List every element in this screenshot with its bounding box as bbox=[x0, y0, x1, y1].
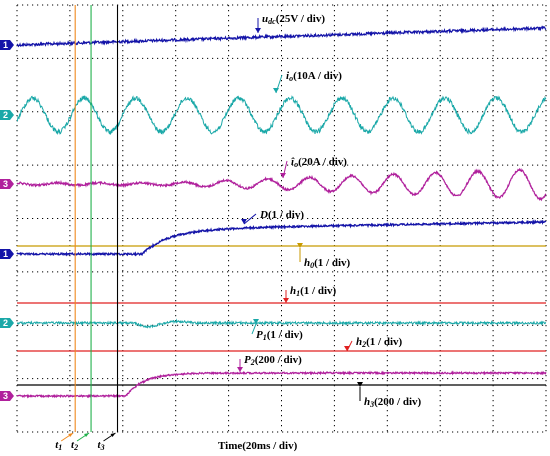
label-h3-arrowhead bbox=[357, 382, 363, 387]
series-p2-trace bbox=[16, 370, 547, 399]
label-p1-sub: 1 bbox=[263, 333, 267, 342]
channel-marker-text-1: 2 bbox=[3, 110, 8, 120]
label-udc-sub: dc bbox=[268, 17, 276, 26]
label-io-text: io(10A / div) bbox=[286, 70, 342, 83]
label-udc-text: udc(25V / div) bbox=[262, 13, 325, 26]
label-iohat-unit: (20A / div) bbox=[298, 156, 347, 168]
label-h0-sym: h bbox=[304, 257, 310, 269]
channel-marker-text-4: 2 bbox=[3, 318, 8, 328]
time-marker-label-t3: t3 bbox=[98, 439, 105, 452]
time-marker-label-t1: t1 bbox=[55, 439, 62, 452]
series-d-trace bbox=[16, 219, 547, 257]
label-iohat-text: îo(20A / div) bbox=[291, 156, 347, 169]
label-h1-sub: 1 bbox=[296, 289, 300, 298]
label-h2-text: h2(1 / div) bbox=[356, 336, 403, 349]
threshold-lines bbox=[17, 245, 546, 386]
label-p1-leader bbox=[251, 323, 257, 335]
label-p1-text: P1(1 / div) bbox=[256, 329, 303, 342]
label-io-sym: i bbox=[286, 70, 290, 82]
series-p1-trace bbox=[16, 318, 547, 329]
time-markers: t1 t2 t3 bbox=[55, 5, 119, 452]
label-udc-arrowhead bbox=[255, 28, 261, 33]
channel-marker-4 bbox=[0, 318, 14, 328]
label-p2-text: P2(200 / div) bbox=[244, 354, 302, 367]
channel-marker-5 bbox=[0, 391, 14, 401]
label-h0-unit: (1 / div) bbox=[314, 257, 350, 269]
label-p2-unit: (200 / div) bbox=[255, 354, 302, 366]
label-io-arrowhead bbox=[273, 88, 279, 93]
time-marker-sub-t1: 1 bbox=[58, 443, 62, 452]
label-p2-sym: P bbox=[244, 354, 251, 366]
label-h0-arrowhead bbox=[297, 243, 303, 248]
label-udc-unit: (25V / div) bbox=[276, 13, 326, 25]
label-h1-sym: h bbox=[290, 285, 296, 297]
label-d-leader bbox=[243, 213, 257, 225]
plot-grid bbox=[16, 4, 547, 433]
label-iohat-sym: î bbox=[291, 156, 295, 168]
time-marker-sub-t3: 3 bbox=[100, 443, 105, 452]
label-h0-sub: 0 bbox=[310, 261, 314, 270]
waveforms bbox=[16, 25, 547, 399]
label-d-unit: (1 / div) bbox=[268, 209, 304, 221]
label-p1-arrowhead bbox=[253, 319, 259, 324]
label-io-unit: (10A / div) bbox=[293, 70, 342, 82]
time-marker-arrowhead-t1 bbox=[68, 433, 74, 437]
label-h1-text: h1(1 / div) bbox=[290, 285, 337, 298]
x-axis-label: Time(20ms / div) bbox=[218, 440, 298, 452]
label-d-arrowhead bbox=[241, 219, 247, 224]
label-h2-arrowhead bbox=[344, 346, 350, 351]
label-io-sub: o bbox=[289, 74, 293, 83]
channel-marker-0 bbox=[0, 40, 14, 50]
channel-marker-3 bbox=[0, 249, 14, 259]
label-p1-sym: P bbox=[256, 329, 263, 341]
channel-marker-text-3: 1 bbox=[3, 249, 8, 259]
label-h3-sym: h bbox=[364, 396, 370, 408]
label-h3-sub: 3 bbox=[369, 400, 374, 409]
series-udc-trace bbox=[16, 25, 547, 48]
label-d-text: D(1 / div) bbox=[259, 209, 304, 221]
series-iohat-trace bbox=[16, 167, 547, 202]
label-iohat-sub: o bbox=[294, 160, 298, 169]
time-marker-sub-t2: 2 bbox=[73, 443, 78, 452]
channel-marker-text-0: 1 bbox=[3, 40, 8, 50]
label-h2-unit: (1 / div) bbox=[366, 336, 402, 348]
label-p2-arrowhead bbox=[237, 367, 243, 372]
series-io-trace bbox=[16, 94, 547, 136]
label-h1-unit: (1 / div) bbox=[300, 285, 336, 297]
label-h2-sym: h bbox=[356, 336, 362, 348]
label-h3-unit: (200 / div) bbox=[374, 396, 421, 408]
label-h0-text: h0(1 / div) bbox=[304, 257, 351, 270]
label-h2-sub: 2 bbox=[361, 340, 366, 349]
label-udc-sym: u bbox=[262, 13, 268, 25]
channel-marker-text-2: 3 bbox=[3, 179, 8, 189]
channel-markers: 1 2 3 1 2 3 bbox=[0, 40, 14, 401]
channel-marker-2 bbox=[0, 179, 14, 189]
label-d-sym: D bbox=[259, 209, 268, 221]
label-h3-text: h3(200 / div) bbox=[364, 396, 422, 409]
channel-marker-text-5: 3 bbox=[3, 391, 8, 401]
time-marker-arrowhead-t2 bbox=[84, 433, 90, 437]
channel-marker-1 bbox=[0, 110, 14, 120]
trace-labels: udc(25V / div)io(10A / div)îo(20A / div)… bbox=[237, 13, 422, 409]
time-marker-arrowhead-t3 bbox=[110, 433, 116, 437]
label-p1-unit: (1 / div) bbox=[267, 329, 303, 341]
time-marker-label-t2: t2 bbox=[71, 439, 78, 452]
label-h1-arrowhead bbox=[283, 298, 289, 303]
label-iohat-arrowhead bbox=[280, 173, 286, 178]
label-p2-sub: 2 bbox=[250, 358, 255, 367]
